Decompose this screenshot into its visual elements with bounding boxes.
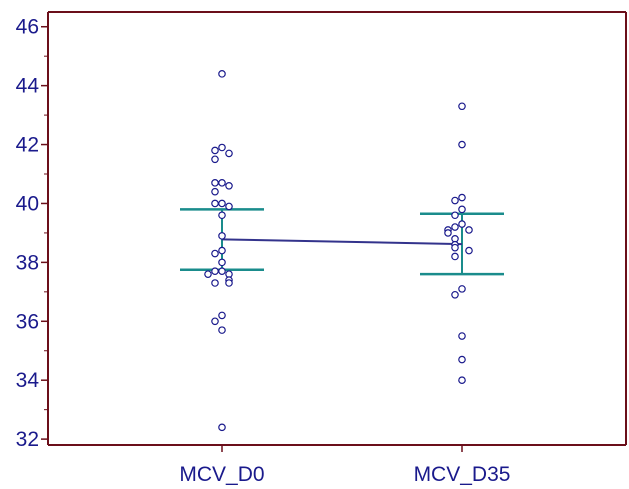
data-point [218,246,226,255]
data-point [225,149,233,158]
data-point [225,202,233,211]
data-point [458,205,466,214]
data-point [218,311,226,320]
data-point [218,232,226,240]
data-point [204,270,212,278]
data-point [218,267,226,276]
y-tick-label: 46 [16,16,39,39]
data-point [451,196,459,205]
data-point [211,279,219,287]
data-point [218,211,226,220]
data-point [211,187,219,196]
mean-line [221,238,463,246]
mean-connector [221,238,463,246]
data-point [458,285,466,293]
y-tick-label: 32 [16,428,39,451]
data-point [458,140,466,149]
data-point [218,326,226,334]
data-point [211,155,219,164]
data-point [211,317,219,326]
y-tick-label: 44 [16,75,40,98]
y-tick-label: 34 [16,369,40,392]
data-point [218,143,226,152]
data-point [458,332,466,340]
data-point [451,243,459,252]
y-tick-label: 42 [16,134,39,157]
x-tick-label: MCV_D0 [179,463,264,486]
data-point [451,252,459,261]
axes [47,11,627,446]
data-point [458,376,466,384]
data-point [451,211,459,220]
x-tick-label: MCV_D35 [414,463,511,486]
data-point [465,226,473,234]
data-point [451,290,459,299]
data-point [225,181,233,190]
data-point [218,199,226,208]
data-point [218,258,226,267]
data-point [458,102,466,111]
data-point [465,246,473,255]
y-tick-label: 36 [16,310,39,333]
y-axis-ticks: 32 34 36 38 40 42 44 46 [16,16,48,451]
data-point [225,279,233,287]
data-point [458,220,466,228]
data-point [458,355,466,364]
x-axis-ticks: MCV_D0 MCV_D35 [179,445,510,486]
data-point [451,223,459,231]
data-point [211,179,219,187]
data-point [211,146,219,155]
data-point [218,70,226,78]
y-tick-label: 38 [16,251,39,274]
data-point [218,423,226,432]
data-point [211,249,219,258]
data-points [204,70,473,432]
data-point [211,267,219,276]
data-point [444,229,452,237]
data-point [211,199,219,208]
data-point [458,193,466,202]
data-point [218,179,226,187]
y-tick-label: 40 [16,192,39,215]
